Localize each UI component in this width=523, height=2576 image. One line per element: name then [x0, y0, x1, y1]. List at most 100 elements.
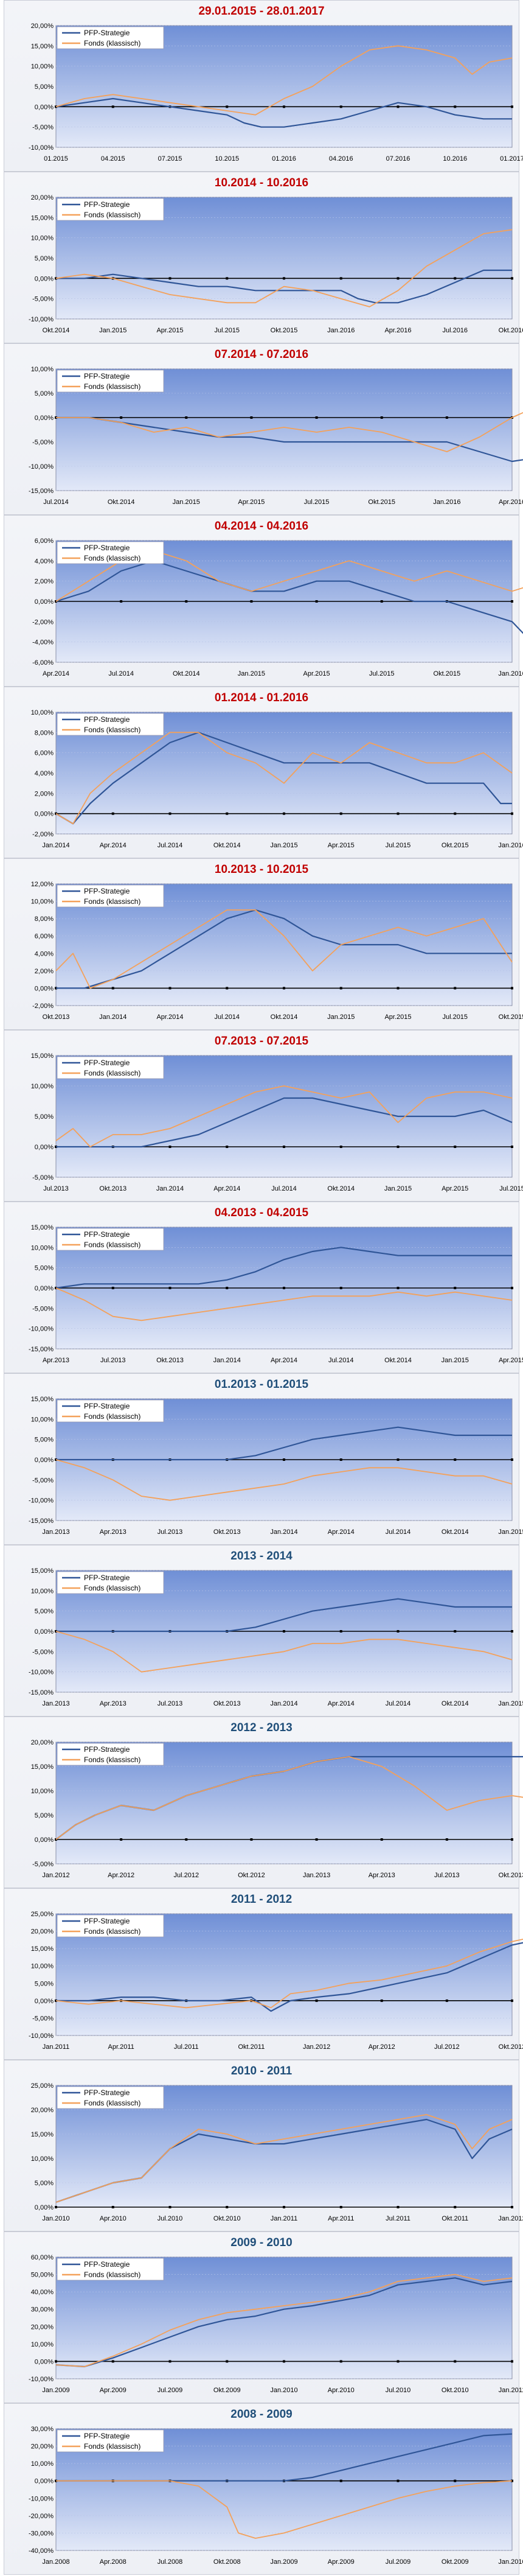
zero-tick-marker [445, 1999, 448, 2002]
zero-tick-marker [339, 1146, 342, 1148]
y-tick-label: 2,00% [35, 968, 54, 975]
zero-tick-marker [511, 987, 513, 990]
x-tick-label: Jan.2011 [43, 2043, 69, 2051]
chart-svg: 12,00% 10,00% 8,00% 6,00% 4,00% 2,00% 0,00% -2,… [31, 881, 523, 1021]
y-tick-label: 0,00% [35, 1144, 54, 1151]
zero-tick-marker [454, 277, 457, 280]
x-tick-label: 04.2016 [329, 155, 353, 163]
zero-tick-marker [445, 416, 448, 419]
y-tick-label: 0,00% [35, 598, 54, 606]
y-tick-label: 0,00% [35, 415, 54, 422]
y-tick-label: 15,00% [31, 1567, 54, 1575]
zero-tick-marker [397, 105, 400, 108]
legend-label-fund: Fonds (klassisch) [84, 2099, 140, 2107]
series-line-strategy [56, 1942, 523, 2012]
y-tick-label: 5,00% [35, 1113, 54, 1121]
y-tick-label: -20,00% [29, 2513, 54, 2520]
x-tick-label: Jan.2015 [498, 1700, 523, 1707]
series-line-strategy [56, 1426, 512, 1461]
y-tick-label: 10,00% [31, 898, 54, 906]
chart-title: 07.2013 - 07.2015 [214, 1035, 309, 1048]
zero-tick-marker [226, 987, 229, 990]
x-tick-label: Jul.2011 [386, 2215, 410, 2222]
zero-tick-marker [397, 2479, 400, 2482]
y-tick-label: 2,00% [35, 790, 54, 797]
y-tick-label: 5,00% [35, 1980, 54, 1987]
x-tick-label: Apr.2014 [271, 1357, 297, 1364]
zero-tick-marker [55, 105, 57, 108]
zero-tick-marker [226, 105, 229, 108]
x-tick-label: Apr.2011 [108, 2043, 134, 2051]
series-line-strategy [56, 909, 512, 989]
x-tick-label: Okt.2015 [271, 327, 298, 334]
x-tick-label: Jan.2009 [270, 2558, 297, 2566]
x-tick-label: Apr.2015 [328, 842, 355, 849]
x-tick-label: Jan.2014 [270, 1700, 297, 1707]
y-tick-label: -5,00% [32, 296, 54, 303]
legend-label-fund: Fonds (klassisch) [84, 39, 140, 47]
series-line-fund [55, 909, 513, 989]
zero-tick-marker [283, 277, 285, 280]
chart-title: 04.2014 - 04.2016 [214, 520, 309, 533]
x-tick-label: Okt.2009 [213, 2387, 241, 2394]
zero-tick-marker [168, 1146, 171, 1148]
x-tick-label: Okt.2014 [327, 1185, 355, 1192]
y-tick-label: 0,00% [35, 275, 54, 282]
y-tick-label: 10,00% [31, 2460, 54, 2468]
x-tick-label: Jul.2015 [304, 499, 330, 506]
y-tick-label: 0,00% [35, 103, 54, 111]
legend-label-fund: Fonds (klassisch) [84, 2442, 140, 2451]
y-tick-label: 0,00% [35, 1457, 54, 1464]
legend-label-fund: Fonds (klassisch) [84, 382, 140, 391]
y-tick-label: -15,00% [29, 1346, 54, 1353]
zero-tick-marker [380, 1999, 383, 2002]
y-tick-label: 15,00% [31, 1945, 54, 1953]
x-tick-label: Apr.2014 [156, 1013, 183, 1021]
zero-tick-marker [315, 600, 318, 603]
zero-tick-marker [339, 987, 342, 990]
x-tick-label: Apr.2008 [100, 2558, 126, 2566]
x-tick-label: Jul.2008 [158, 2558, 183, 2566]
y-tick-label: 10,00% [31, 235, 54, 242]
y-tick-label: -6,00% [32, 659, 54, 667]
x-tick-label: Okt.2014 [384, 1357, 412, 1364]
chart-svg: 20,00% 15,00% 10,00% 5,00% 0,00% -5,00% Jan.20… [31, 1739, 523, 1879]
zero-tick-marker [120, 416, 123, 419]
x-tick-label: Jan.2010 [42, 2215, 69, 2222]
x-tick-label: Jul.2014 [43, 499, 69, 506]
zero-tick-marker [397, 1287, 400, 1289]
y-tick-label: 5,00% [35, 1608, 54, 1615]
y-tick-label: -10,00% [29, 2032, 54, 2040]
x-tick-label: Jul.2009 [158, 2387, 183, 2394]
y-tick-label: 2,00% [35, 578, 54, 586]
y-tick-label: 12,00% [31, 881, 54, 888]
x-tick-label: Apr.2016 [499, 499, 523, 506]
x-tick-label: Jan.2015 [238, 670, 265, 677]
zero-tick-marker [454, 1630, 457, 1633]
y-tick-label: 20,00% [31, 2443, 54, 2451]
y-tick-label: 15,00% [31, 2131, 54, 2138]
y-tick-label: 30,00% [31, 2426, 54, 2433]
chart-svg: 30,00% 20,00% 10,00% 0,00% -10,00% -20,00% -30… [29, 2426, 523, 2566]
x-tick-label: Jul.2014 [328, 1357, 354, 1364]
y-tick-label: -2,00% [32, 831, 54, 838]
legend-label-strategy: PFP-Strategie [84, 1745, 130, 1754]
zero-tick-marker [315, 1838, 318, 1841]
series-line-fund [55, 1287, 513, 1321]
x-tick-label: 07.2016 [386, 155, 410, 163]
legend-box [57, 2258, 164, 2281]
y-tick-label: 5,00% [35, 83, 54, 91]
y-tick-label: 50,00% [31, 2272, 54, 2279]
zero-tick-marker [454, 1287, 457, 1289]
chart-title: 10.2013 - 10.2015 [214, 863, 309, 876]
series-line-fund [56, 2480, 513, 2539]
x-tick-label: Apr.2010 [100, 2215, 126, 2222]
zero-tick-marker [380, 1838, 383, 1841]
y-tick-label: -10,00% [29, 316, 54, 323]
chart-panel: 2013 - 2014 15,00% 10,00% 5,00% 0,00% -5,00% -… [0, 1545, 523, 1717]
zero-tick-marker [283, 2206, 285, 2208]
